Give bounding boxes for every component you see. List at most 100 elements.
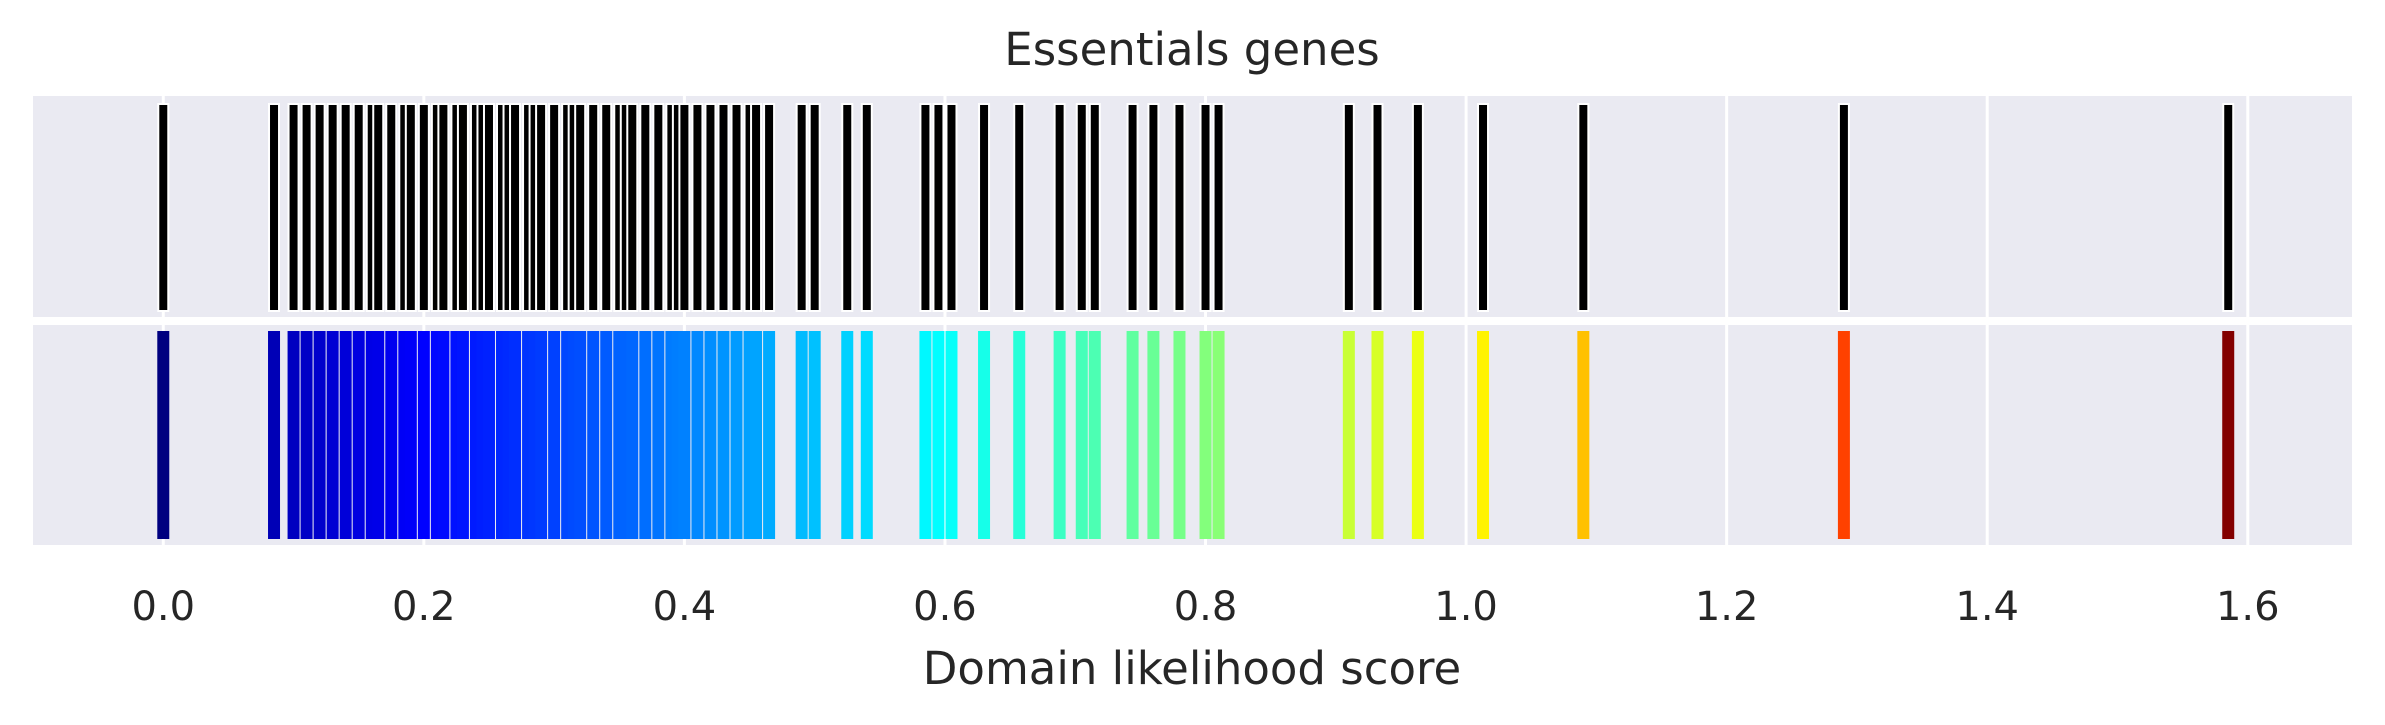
rug-mark-black: [763, 103, 776, 312]
top-rug-marks: [157, 103, 2235, 312]
rug-mark-color: [372, 331, 385, 539]
rug-mark-color: [626, 331, 639, 539]
rug-mark-color: [352, 331, 365, 539]
rug-mark-black: [600, 103, 613, 312]
rug-mark-black: [587, 103, 600, 312]
x-tick-label: 0.2: [392, 584, 456, 630]
rug-mark-color: [841, 331, 854, 539]
rug-mark-color: [2222, 331, 2235, 539]
rug-mark-black: [730, 103, 743, 312]
rug-mark-black: [932, 103, 945, 312]
rug-mark-black: [1342, 103, 1355, 312]
rug-mark-black: [1837, 103, 1850, 312]
rug-mark-black: [704, 103, 717, 312]
x-tick-label: 1.6: [2216, 584, 2280, 630]
rug-mark-color: [600, 331, 613, 539]
rug-mark-color: [704, 331, 717, 539]
rug-mark-color: [639, 331, 652, 539]
rug-mark-black: [1477, 103, 1490, 312]
rug-mark-color: [978, 331, 991, 539]
rug-mark-black: [509, 103, 522, 312]
rug-mark-black: [535, 103, 548, 312]
x-axis-ticks: 0.0 0.2 0.4 0.6 0.8 1.0 1.2 1.4 1.6: [131, 584, 2279, 630]
chart-title: Essentials genes: [1004, 23, 1379, 76]
rug-mark-black: [313, 103, 326, 312]
rug-mark-color: [300, 331, 313, 539]
x-tick-label: 0.4: [653, 584, 717, 630]
rug-mark-black: [678, 103, 691, 312]
rug-mark-color: [1577, 331, 1590, 539]
x-tick-label: 1.4: [1955, 584, 2019, 630]
rug-mark-color: [1173, 331, 1186, 539]
rug-mark-black: [300, 103, 313, 312]
rug-mark-black: [456, 103, 469, 312]
rug-mark-black: [750, 103, 763, 312]
rug-mark-black: [639, 103, 652, 312]
rug-mark-color: [482, 331, 495, 539]
rug-mark-color: [1371, 331, 1384, 539]
rug-mark-black: [437, 103, 450, 312]
rug-mark-black: [2222, 103, 2235, 312]
rug-mark-color: [1013, 331, 1026, 539]
rug-mark-black: [1088, 103, 1101, 312]
rug-mark-black: [1147, 103, 1160, 312]
rug-mark-color: [574, 331, 587, 539]
rug-mark-black: [404, 103, 417, 312]
rug-mark-black: [626, 103, 639, 312]
bottom-rug-marks: [157, 331, 2235, 539]
rug-mark-color: [763, 331, 776, 539]
rug-mark-color: [437, 331, 450, 539]
rug-mark-color: [1126, 331, 1139, 539]
x-tick-label: 0.8: [1174, 584, 1238, 630]
rug-mark-color: [652, 331, 665, 539]
rug-mark-color: [268, 331, 281, 539]
rug-mark-color: [1212, 331, 1225, 539]
rug-mark-black: [978, 103, 991, 312]
rug-mark-color: [456, 331, 469, 539]
rug-mark-color: [1342, 331, 1355, 539]
rug-mark-color: [385, 331, 398, 539]
rug-mark-black: [1053, 103, 1066, 312]
rug-mark-color: [945, 331, 958, 539]
x-axis-label: Domain likelihood score: [923, 642, 1461, 695]
rug-mark-black: [1126, 103, 1139, 312]
rug-mark-black: [339, 103, 352, 312]
rug-mark-black: [860, 103, 873, 312]
x-tick-label: 0.0: [131, 584, 195, 630]
rug-mark-black: [841, 103, 854, 312]
rug-mark-color: [417, 331, 430, 539]
rug-mark-color: [919, 331, 932, 539]
rug-mark-color: [157, 331, 170, 539]
rug-mark-black: [652, 103, 665, 312]
rug-mark-black: [919, 103, 932, 312]
rug-mark-color: [313, 331, 326, 539]
rug-mark-black: [1371, 103, 1384, 312]
rug-mark-color: [1075, 331, 1088, 539]
rug-mark-black: [691, 103, 704, 312]
x-tick-label: 0.6: [913, 584, 977, 630]
rug-mark-color: [860, 331, 873, 539]
rug-mark-color: [691, 331, 704, 539]
rug-mark-color: [1053, 331, 1066, 539]
rug-mark-black: [1411, 103, 1424, 312]
rug-mark-color: [730, 331, 743, 539]
rug-mark-black: [326, 103, 339, 312]
rug-mark-black: [287, 103, 300, 312]
rug-mark-black: [385, 103, 398, 312]
rug-mark-color: [1088, 331, 1101, 539]
rug-mark-color: [548, 331, 561, 539]
rug-mark-color: [1477, 331, 1490, 539]
rug-mark-color: [326, 331, 339, 539]
rug-mark-color: [509, 331, 522, 539]
rug-mark-black: [808, 103, 821, 312]
rug-mark-black: [372, 103, 385, 312]
rug-mark-color: [808, 331, 821, 539]
rug-mark-black: [717, 103, 730, 312]
rug-mark-color: [1411, 331, 1424, 539]
rug-mark-black: [945, 103, 958, 312]
rug-mark-black: [268, 103, 281, 312]
rug-mark-color: [535, 331, 548, 539]
rug-mark-color: [678, 331, 691, 539]
rug-mark-black: [548, 103, 561, 312]
rug-mark-black: [352, 103, 365, 312]
